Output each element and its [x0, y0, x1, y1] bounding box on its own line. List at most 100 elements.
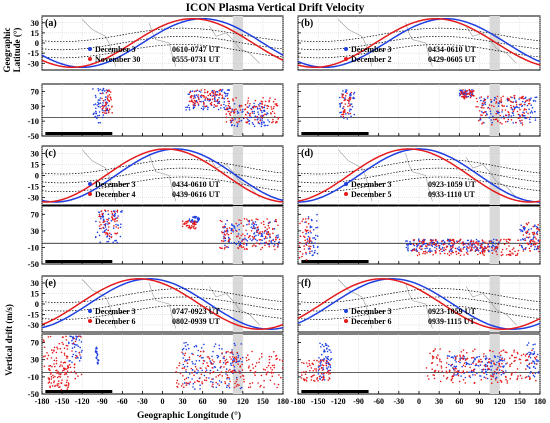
drift-point-red — [434, 252, 437, 254]
drift-point-red — [63, 347, 66, 350]
drift-point-red — [528, 355, 530, 358]
drift-point-red — [539, 239, 541, 241]
drift-point-red — [480, 243, 483, 246]
x-tick-label: -30 — [137, 397, 148, 406]
coastline — [209, 286, 260, 326]
drift-point-red — [49, 373, 52, 375]
drift-point-red — [459, 356, 462, 358]
drift-point-red — [186, 362, 189, 365]
drift-point-blue — [95, 220, 97, 223]
drift-point-blue — [495, 364, 497, 366]
drift-point-blue — [350, 103, 353, 105]
drift-point-red — [529, 376, 531, 379]
drift-point-red — [459, 93, 462, 96]
drift-point-red — [299, 222, 301, 225]
drift-point-blue — [251, 239, 253, 242]
drift-point-red — [227, 110, 229, 113]
drift-point-blue — [212, 378, 214, 380]
drift-point-red — [249, 369, 252, 372]
drift-point-red — [536, 227, 538, 230]
drift-point-red — [459, 359, 462, 361]
drift-point-red — [193, 221, 195, 224]
drift-point-blue — [530, 370, 532, 373]
drift-point-red — [343, 106, 345, 108]
drift-point-blue — [476, 372, 478, 375]
drift-point-red — [243, 217, 246, 220]
drift-point-blue — [226, 386, 228, 389]
drift-point-red — [535, 238, 537, 240]
drift-point-red — [194, 228, 196, 230]
drift-point-blue — [343, 117, 345, 119]
drift-point-red — [506, 362, 508, 364]
drift-point-red — [225, 108, 227, 111]
drift-point-red — [235, 97, 237, 99]
drift-point-blue — [226, 219, 228, 222]
drift-point-red — [503, 117, 505, 120]
drift-point-red — [51, 349, 53, 351]
drift-point-red — [67, 385, 70, 387]
drift-point-blue — [269, 236, 271, 239]
drift-point-red — [500, 350, 503, 353]
drift-point-red — [431, 355, 434, 358]
drift-point-red — [223, 225, 226, 228]
drift-point-blue — [526, 364, 528, 367]
drift-point-red — [43, 365, 46, 368]
drift-point-red — [238, 117, 240, 120]
drift-point-red — [99, 221, 101, 223]
drift-point-red — [303, 379, 306, 382]
drift-point-red — [225, 230, 227, 233]
drift-point-red — [481, 114, 483, 117]
drift-point-red — [328, 369, 330, 372]
drift-point-red — [276, 104, 279, 107]
drift-point-red — [211, 359, 214, 361]
drift-point-red — [536, 233, 539, 236]
drift-point-red — [479, 245, 482, 247]
drift-point-red — [509, 365, 511, 368]
drift-point-blue — [459, 357, 461, 360]
drift-point-red — [305, 231, 308, 233]
drift-point-blue — [315, 234, 317, 237]
drift-point-red — [105, 92, 108, 94]
drift-point-red — [503, 243, 506, 245]
drift-point-red — [448, 251, 451, 253]
drift-point-blue — [68, 341, 70, 344]
panel-label: (a) — [45, 18, 57, 29]
drift-point-red — [481, 102, 484, 104]
drift-point-blue — [496, 361, 498, 364]
drift-point-red — [271, 121, 273, 124]
drift-point-red — [256, 226, 258, 229]
drift-point-red — [206, 362, 208, 364]
drift-point-red — [66, 345, 69, 347]
drift-point-red — [200, 94, 203, 97]
drift-point-blue — [491, 373, 494, 375]
drift-point-red — [246, 111, 249, 113]
drift-point-red — [482, 253, 484, 255]
drift-point-blue — [193, 217, 195, 219]
drift-point-red — [272, 107, 275, 110]
drift-point-blue — [259, 118, 262, 120]
drift-point-blue — [187, 104, 190, 107]
drift-point-blue — [310, 218, 313, 221]
drift-point-blue — [409, 243, 412, 246]
drift-point-blue — [205, 369, 208, 372]
drift-point-blue — [323, 350, 326, 353]
drift-point-blue — [325, 356, 327, 358]
drift-point-blue — [95, 357, 98, 360]
drift-point-red — [510, 101, 513, 103]
drift-point-blue — [226, 89, 229, 91]
drift-point-red — [110, 236, 113, 238]
drift-point-blue — [511, 96, 513, 99]
drift-point-red — [217, 98, 219, 101]
drift-point-red — [464, 359, 467, 361]
drift-point-red — [441, 370, 444, 373]
drift-point-blue — [534, 100, 537, 102]
drift-point-red — [238, 384, 240, 387]
drift-point-red — [259, 239, 262, 241]
drift-point-blue — [75, 335, 77, 338]
drift-point-blue — [106, 235, 108, 237]
drift-point-red — [536, 242, 538, 244]
drift-point-red — [442, 243, 445, 246]
drift-point-blue — [266, 237, 268, 239]
drift-point-red — [304, 218, 307, 220]
